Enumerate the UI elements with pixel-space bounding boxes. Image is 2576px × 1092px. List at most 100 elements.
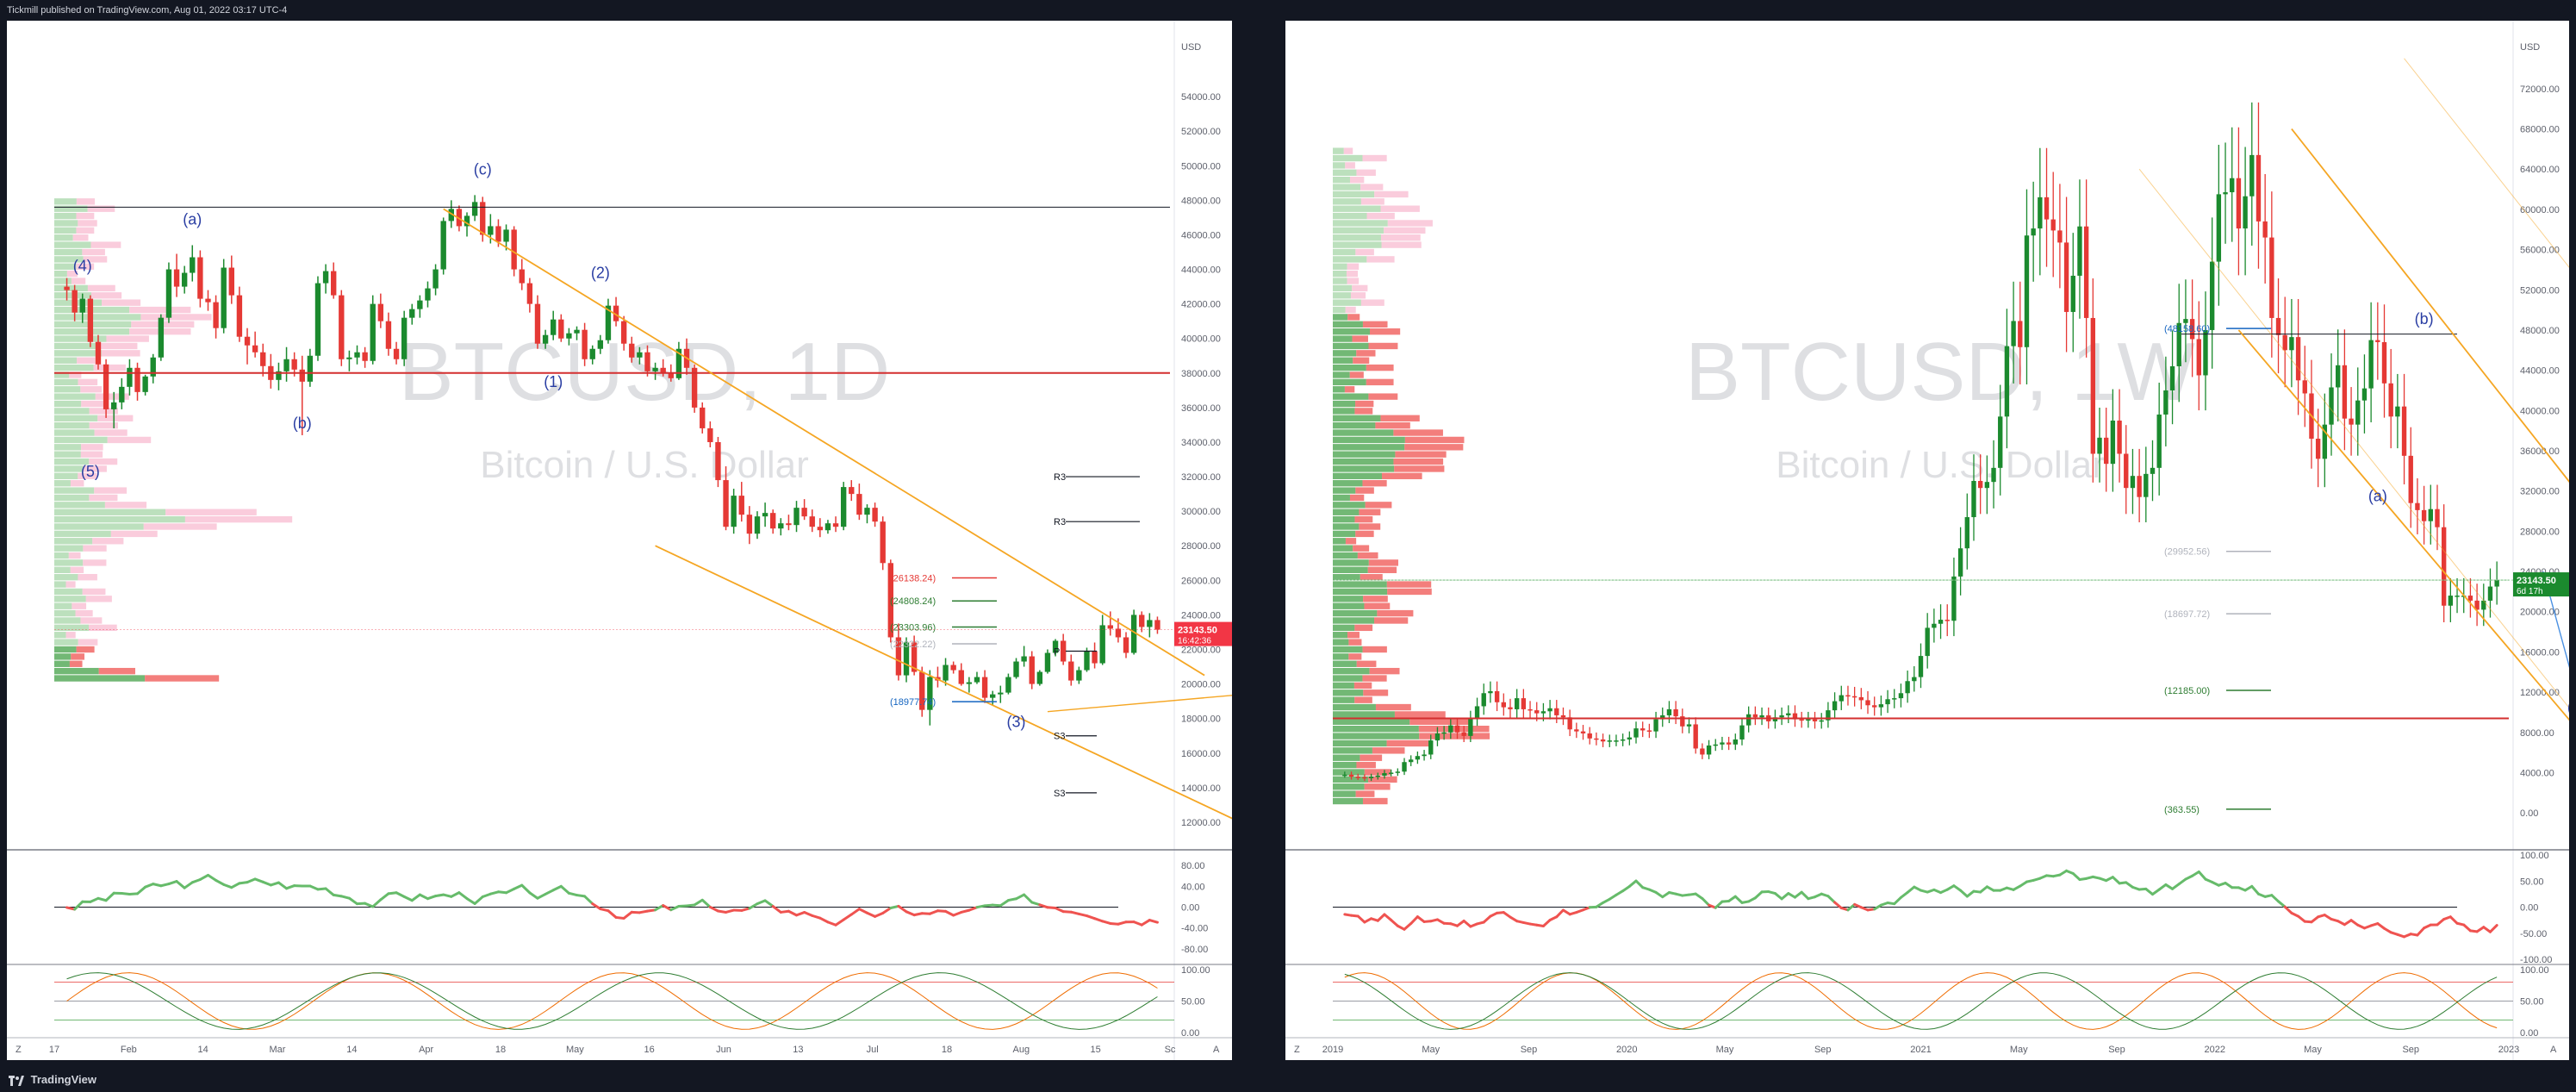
rsi-line-segment [1502, 911, 1512, 919]
rsi-line-segment [1409, 915, 1419, 926]
volume-profile-bar [1333, 378, 1366, 386]
rsi-line-segment [779, 909, 790, 914]
volume-profile-bar [54, 415, 98, 421]
volume-profile-bar [1333, 559, 1369, 566]
candle-body [1680, 716, 1685, 727]
candle-body [1819, 720, 1824, 722]
rsi-line-segment [505, 887, 516, 895]
rsi-line-segment [912, 912, 924, 917]
rsi-line-segment [277, 881, 289, 890]
volume-profile-bar [70, 480, 84, 487]
candle-body [103, 364, 109, 409]
candle-body [1752, 714, 1758, 718]
rsi-line-segment [536, 892, 547, 900]
wave-projection [2542, 571, 2569, 669]
weekly-chart-svg[interactable]: BTCUSD, 1W Bitcoin / U.S. Dollar USD 72000.… [1285, 21, 2569, 1060]
daily-chart-svg[interactable]: BTCUSD, 1D Bitcoin / U.S. Dollar USD 54000.… [7, 21, 1232, 1060]
volume-profile-bar [1394, 711, 1446, 718]
x-tick-label: Sep [2108, 1045, 2125, 1055]
rsi-line-segment [638, 909, 649, 914]
chart-panel-daily[interactable]: BTCUSD, 1D Bitcoin / U.S. Dollar USD 54000.… [7, 21, 1232, 1060]
candle-body [542, 334, 549, 344]
candle-body [1560, 714, 1566, 718]
rsi-line-segment [450, 891, 461, 898]
volume-profile-bar [1380, 415, 1420, 421]
rsi-line-segment [1793, 890, 1803, 899]
x-tick-label: Mar [270, 1045, 286, 1055]
volume-profile-bar [81, 444, 103, 451]
rsi-line-segment [2224, 882, 2234, 889]
tradingview-logo[interactable]: TradingView [9, 1073, 96, 1086]
stoch-line [66, 972, 1158, 1030]
rsi-line-segment [662, 904, 673, 912]
candle-body [1653, 719, 1658, 732]
candle-body [1107, 625, 1113, 629]
volume-profile-bar [1333, 530, 1356, 538]
rsi-line-segment [2250, 884, 2260, 895]
y-tick-label: 64000.00 [2520, 165, 2560, 175]
volume-profile-bar [54, 660, 70, 667]
candle-body [2243, 196, 2248, 229]
volume-profile-bar [1368, 559, 1399, 566]
volume-profile-bar [54, 646, 77, 653]
volume-profile-bar [54, 198, 77, 205]
candle-body [2249, 154, 2255, 197]
candle-body [2408, 455, 2413, 503]
candle-body [488, 226, 494, 235]
volume-profile-bar [54, 566, 71, 573]
volume-profile-bar [1345, 306, 1356, 314]
volume-profile-bar [1365, 502, 1392, 509]
volume-profile-bar [1333, 458, 1394, 465]
chart-panel-weekly[interactable]: BTCUSD, 1W Bitcoin / U.S. Dollar USD 72000.… [1285, 21, 2569, 1060]
volume-profile-bar [89, 624, 117, 632]
volume-profile-bar [1333, 321, 1363, 328]
candle-body [2487, 586, 2493, 601]
candle-body [2004, 346, 2010, 417]
candle-body [1044, 652, 1051, 672]
rsi-line-segment [881, 907, 893, 914]
volume-profile-bar [1333, 364, 1366, 371]
candle-body [2441, 527, 2447, 606]
rsi-line-segment [206, 873, 218, 882]
candle-body [2361, 388, 2368, 401]
rsi-line-segment [402, 895, 414, 902]
rsi-line-segment [73, 900, 84, 911]
candle-body [2368, 340, 2374, 389]
candle-body [1052, 640, 1059, 653]
zoom-label: Z [1294, 1045, 1300, 1055]
rsi-line-segment [559, 884, 570, 895]
candle-body [974, 677, 980, 683]
candle-body [660, 367, 666, 373]
x-tick-label: 14 [346, 1045, 357, 1055]
volume-profile-bar [77, 357, 96, 364]
candle-body [432, 269, 439, 289]
volume-profile-bar [54, 386, 81, 393]
candle-body [456, 209, 463, 227]
candle-body [2401, 406, 2407, 456]
wave-label: (4) [73, 258, 92, 275]
x-tick-label: Jun [716, 1045, 731, 1055]
rsi-line-segment [2151, 888, 2161, 896]
candle-body [2038, 197, 2043, 229]
candle-body [205, 298, 211, 303]
x-tick-label: 2021 [1910, 1045, 1931, 1055]
candle-body [213, 302, 219, 328]
rsi-line-segment [418, 893, 429, 901]
volume-profile-bar [1363, 596, 1388, 602]
x-tick-label: Apr [419, 1045, 433, 1055]
rsi-line-segment [1714, 900, 1724, 909]
rsi-line-segment [387, 891, 398, 895]
volume-profile-bar [83, 545, 107, 552]
x-tick-label: May [1422, 1045, 1440, 1055]
candle-body [2455, 596, 2460, 597]
y-tick-label: 72000.00 [2520, 84, 2560, 95]
level-label: (22322.22) [890, 640, 936, 650]
volume-profile-bar [1333, 371, 1350, 378]
candle-body [1481, 693, 1486, 707]
volume-profile-bar [82, 248, 105, 256]
volume-profile-bar [1355, 790, 1375, 797]
candle-body [2090, 317, 2096, 454]
rsi-line-segment [2270, 894, 2280, 903]
volume-profile-bar [78, 639, 98, 646]
candle-body [895, 637, 902, 676]
